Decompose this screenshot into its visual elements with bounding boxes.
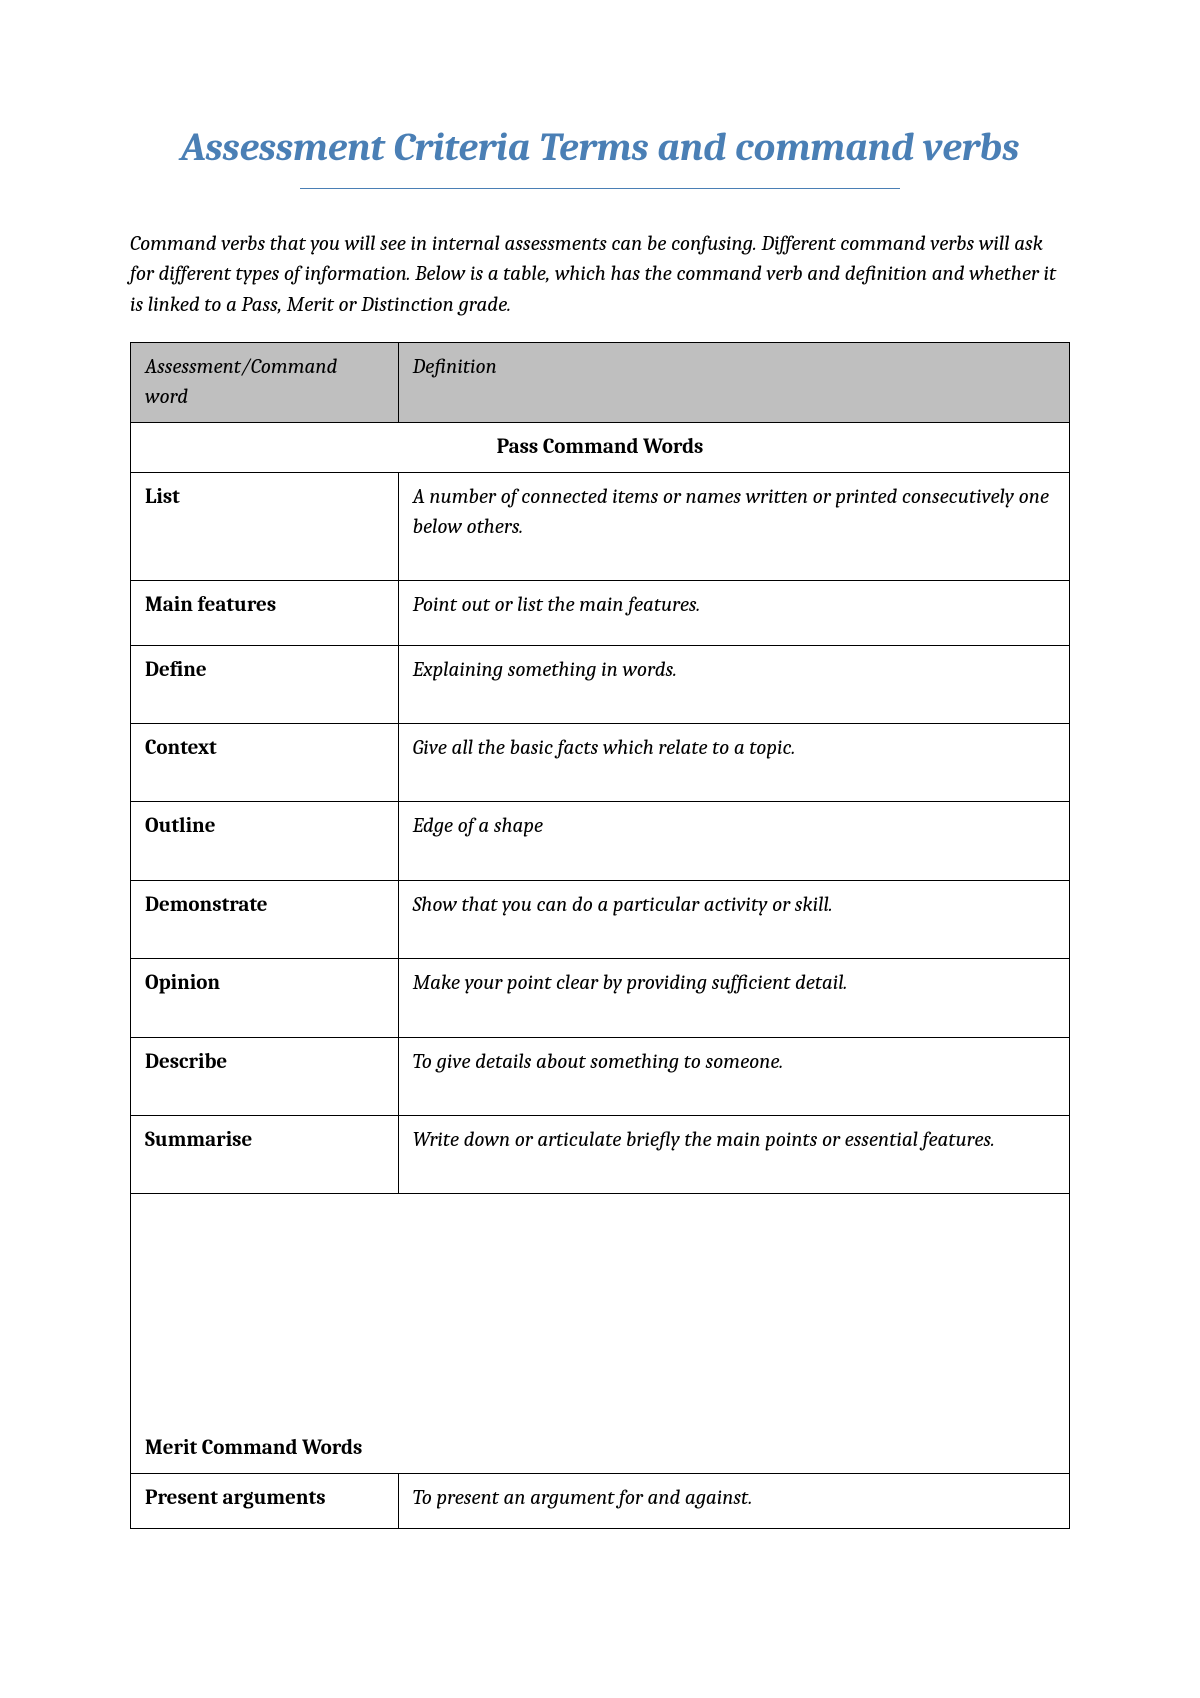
page-title: Assessment Criteria Terms and command ve…: [130, 120, 1070, 174]
definition-cell: Make your point clear by providing suffi…: [398, 959, 1069, 1037]
word-cell: Context: [131, 724, 399, 802]
table-row: Demonstrate Show that you can do a parti…: [131, 880, 1070, 958]
table-row: Outline Edge of a shape: [131, 802, 1070, 880]
table-row: Main features Point out or list the main…: [131, 581, 1070, 645]
section-pass: Pass Command Words: [131, 423, 1070, 473]
table-row: Opinion Make your point clear by providi…: [131, 959, 1070, 1037]
word-cell: Present arguments: [131, 1474, 399, 1528]
definition-cell: A number of connected items or names wri…: [398, 473, 1069, 581]
title-underline: [300, 188, 900, 189]
definition-cell: To present an argument for and against.: [398, 1474, 1069, 1528]
table-row: Define Explaining something in words.: [131, 645, 1070, 723]
page: Assessment Criteria Terms and command ve…: [0, 0, 1200, 1698]
section-merit: Merit Command Words: [131, 1194, 1070, 1474]
word-cell: Outline: [131, 802, 399, 880]
word-cell: Describe: [131, 1037, 399, 1115]
table-row: Describe To give details about something…: [131, 1037, 1070, 1115]
word-cell: Opinion: [131, 959, 399, 1037]
definition-cell: To give details about something to someo…: [398, 1037, 1069, 1115]
word-cell: Define: [131, 645, 399, 723]
definition-cell: Show that you can do a particular activi…: [398, 880, 1069, 958]
table-row: Summarise Write down or articulate brief…: [131, 1116, 1070, 1194]
definition-cell: Give all the basic facts which relate to…: [398, 724, 1069, 802]
definition-cell: Explaining something in words.: [398, 645, 1069, 723]
word-cell: Demonstrate: [131, 880, 399, 958]
section-pass-title: Pass Command Words: [131, 423, 1070, 473]
definition-cell: Point out or list the main features.: [398, 581, 1069, 645]
header-definition: Definition: [398, 343, 1069, 423]
definition-cell: Edge of a shape: [398, 802, 1069, 880]
table-header-row: Assessment/Command word Definition: [131, 343, 1070, 423]
command-table: Assessment/Command word Definition Pass …: [130, 342, 1070, 1528]
word-cell: Summarise: [131, 1116, 399, 1194]
intro-paragraph: Command verbs that you will see in inter…: [130, 229, 1070, 320]
section-merit-title: Merit Command Words: [131, 1194, 1070, 1474]
table-row: List A number of connected items or name…: [131, 473, 1070, 581]
word-cell: Main features: [131, 581, 399, 645]
table-row: Present arguments To present an argument…: [131, 1474, 1070, 1528]
word-cell: List: [131, 473, 399, 581]
table-row: Context Give all the basic facts which r…: [131, 724, 1070, 802]
definition-cell: Write down or articulate briefly the mai…: [398, 1116, 1069, 1194]
header-word: Assessment/Command word: [131, 343, 399, 423]
